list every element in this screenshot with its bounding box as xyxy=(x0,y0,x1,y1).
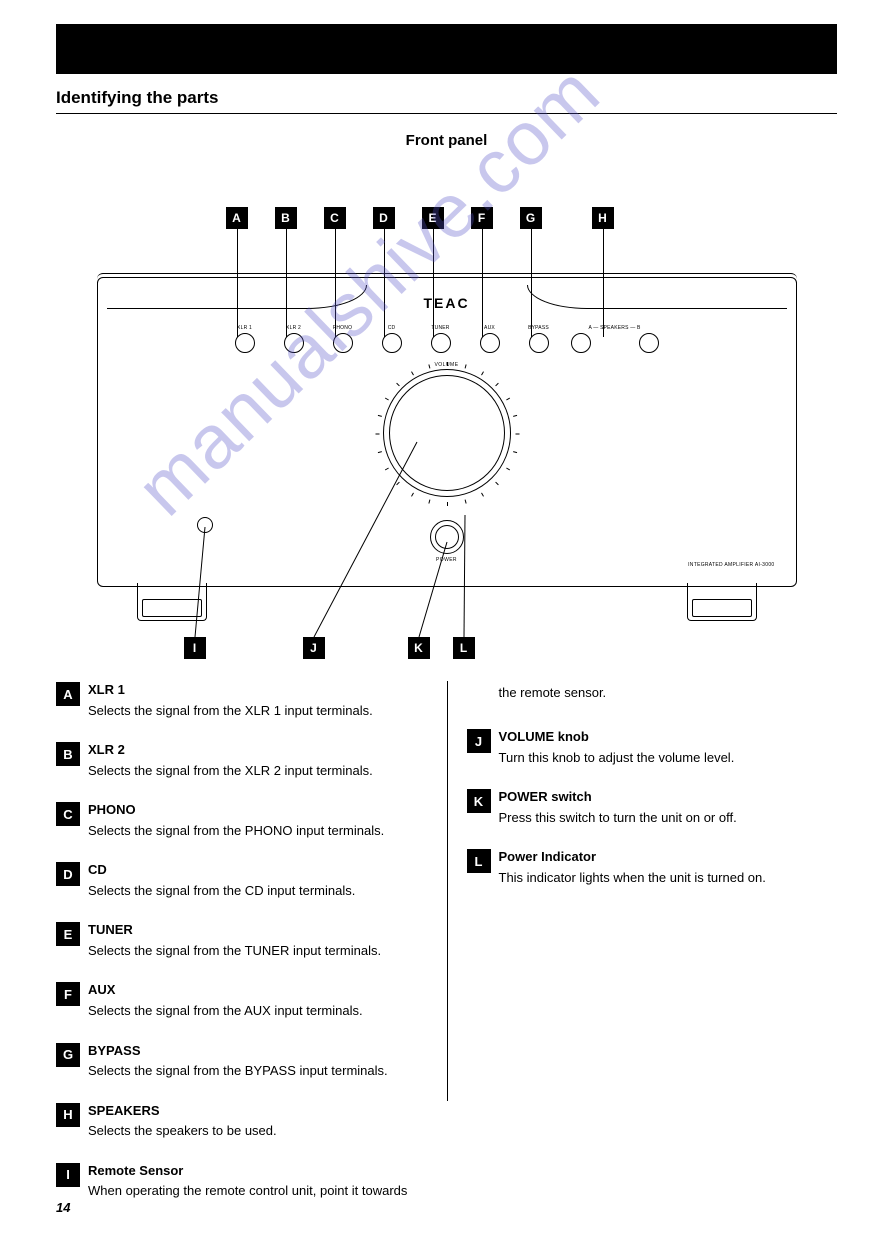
item-desc: When operating the remote control unit, … xyxy=(88,1182,407,1200)
item-text: BYPASS Selects the signal from the BYPASS… xyxy=(88,1042,388,1080)
list-item: I Remote Sensor When operating the remote … xyxy=(56,1162,427,1200)
item-title: SPEAKERS xyxy=(88,1102,277,1120)
item-id-box: E xyxy=(56,922,80,946)
list-item: L Power Indicator This indicator lights wh… xyxy=(467,848,838,886)
item-text: SPEAKERS Selects the speakers to be used. xyxy=(88,1102,277,1140)
item-text: Power Indicator This indicator lights whe… xyxy=(499,848,766,886)
item-text: AUX Selects the signal from the AUX input… xyxy=(88,981,363,1019)
item-id-box: G xyxy=(56,1043,80,1067)
item-title: Remote Sensor xyxy=(88,1162,407,1180)
item-desc: Selects the signal from the AUX input te… xyxy=(88,1002,363,1020)
list-item: D CD Selects the signal from the CD input … xyxy=(56,861,427,899)
list-item: J VOLUME knob Turn this knob to adjust the… xyxy=(467,728,838,766)
item-desc: Turn this knob to adjust the volume leve… xyxy=(499,749,735,767)
item-id-box: D xyxy=(56,862,80,886)
item-desc: Selects the speakers to be used. xyxy=(88,1122,277,1140)
item-text: XLR 2 Selects the signal from the XLR 2 i… xyxy=(88,741,373,779)
panel-title: Front panel xyxy=(56,132,837,149)
list-item: F AUX Selects the signal from the AUX inpu… xyxy=(56,981,427,1019)
item-id-box: L xyxy=(467,849,491,873)
item-text: PHONO Selects the signal from the PHONO i… xyxy=(88,801,384,839)
item-id-box: K xyxy=(467,789,491,813)
item-columns: A XLR 1 Selects the signal from the XLR 1 … xyxy=(56,681,837,1101)
item-desc: Selects the signal from the XLR 2 input … xyxy=(88,762,373,780)
callout-K: K xyxy=(408,637,430,659)
item-text: Remote Sensor When operating the remote c… xyxy=(88,1162,407,1200)
amplifier-diagram: TEAC XLR 1 XLR 2 PHONO CD TUNER AUX BYPA… xyxy=(67,157,827,667)
item-title: BYPASS xyxy=(88,1042,388,1060)
item-text: TUNER Selects the signal from the TUNER i… xyxy=(88,921,381,959)
column-right: Ithe remote sensor. J VOLUME knob Turn this… xyxy=(447,681,838,1101)
list-item: A XLR 1 Selects the signal from the XLR 1 … xyxy=(56,681,427,719)
item-desc: the remote sensor. xyxy=(499,684,607,702)
list-item: G BYPASS Selects the signal from the BYPAS… xyxy=(56,1042,427,1080)
item-text: POWER switch Press this switch to turn th… xyxy=(499,788,737,826)
list-item: C PHONO Selects the signal from the PHONO … xyxy=(56,801,427,839)
item-title: XLR 2 xyxy=(88,741,373,759)
item-desc: Selects the signal from the PHONO input … xyxy=(88,822,384,840)
list-item: B XLR 2 Selects the signal from the XLR 2 … xyxy=(56,741,427,779)
callout-J: J xyxy=(303,637,325,659)
item-title: CD xyxy=(88,861,355,879)
header-bar xyxy=(56,24,837,74)
item-title: AUX xyxy=(88,981,363,999)
item-id-box: I xyxy=(56,1163,80,1187)
column-left: A XLR 1 Selects the signal from the XLR 1 … xyxy=(56,681,447,1101)
leader-lines xyxy=(67,157,827,667)
item-id-box: A xyxy=(56,682,80,706)
list-item: K POWER switch Press this switch to turn t… xyxy=(467,788,838,826)
page-number: 14 xyxy=(56,1200,70,1215)
item-desc: Selects the signal from the XLR 1 input … xyxy=(88,702,373,720)
item-desc: Selects the signal from the TUNER input … xyxy=(88,942,381,960)
item-text: XLR 1 Selects the signal from the XLR 1 i… xyxy=(88,681,373,719)
item-id-box: B xyxy=(56,742,80,766)
callout-I: I xyxy=(184,637,206,659)
item-text: the remote sensor. xyxy=(499,681,607,702)
item-desc: Selects the signal from the BYPASS input… xyxy=(88,1062,388,1080)
item-id-box: C xyxy=(56,802,80,826)
item-title: TUNER xyxy=(88,921,381,939)
item-title: POWER switch xyxy=(499,788,737,806)
list-item: Ithe remote sensor. xyxy=(467,681,838,706)
item-title: Power Indicator xyxy=(499,848,766,866)
item-text: CD Selects the signal from the CD input t… xyxy=(88,861,355,899)
item-desc: This indicator lights when the unit is t… xyxy=(499,869,766,887)
column-divider xyxy=(447,681,448,1101)
callout-L: L xyxy=(453,637,475,659)
item-title: PHONO xyxy=(88,801,384,819)
list-item: E TUNER Selects the signal from the TUNER … xyxy=(56,921,427,959)
item-title: XLR 1 xyxy=(88,681,373,699)
item-title: VOLUME knob xyxy=(499,728,735,746)
item-id-box: H xyxy=(56,1103,80,1127)
item-text: VOLUME knob Turn this knob to adjust the … xyxy=(499,728,735,766)
item-desc: Press this switch to turn the unit on or… xyxy=(499,809,737,827)
item-id-box: F xyxy=(56,982,80,1006)
list-item: H SPEAKERS Selects the speakers to be used… xyxy=(56,1102,427,1140)
section-title: Identifying the parts xyxy=(56,84,837,114)
item-desc: Selects the signal from the CD input ter… xyxy=(88,882,355,900)
item-id-box: J xyxy=(467,729,491,753)
